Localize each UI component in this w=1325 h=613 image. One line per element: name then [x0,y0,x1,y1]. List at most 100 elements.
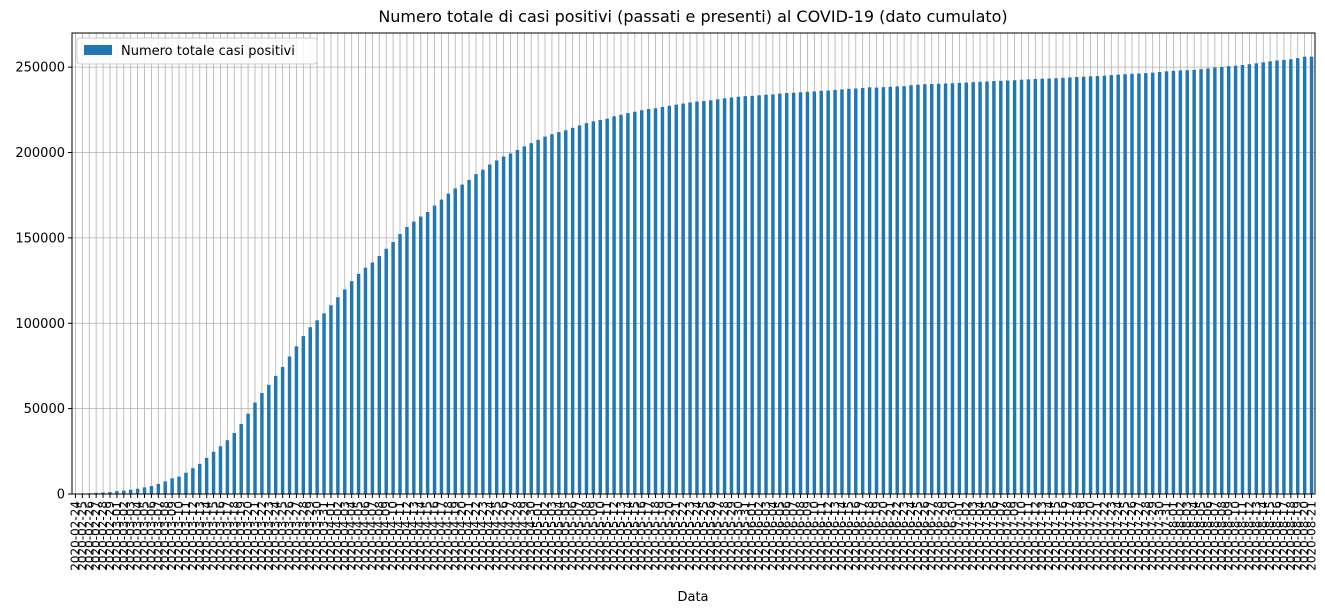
x-tick-label: 2020-07-26 [1125,501,1139,571]
bar [232,433,237,494]
bar [508,153,513,495]
x-tick-label: 2020-06-01 [745,501,759,571]
bar [1185,70,1189,494]
bar [439,199,444,495]
bar [840,89,844,495]
x-tick-label: 2020-07-28 [1139,501,1153,571]
x-tick-label: 2020-07-05 [980,501,994,571]
x-tick-label: 2020-07-03 [966,501,980,571]
bar [695,101,699,494]
x-tick-label: 2020-05-24 [690,501,704,571]
x-tick-label: 2020-08-09 [1222,501,1236,571]
x-tick-label: 2020-04-11 [393,501,407,571]
x-tick-label: 2020-07-19 [1077,501,1091,571]
bar [702,101,706,495]
x-tick-label: 2020-07-09 [1008,501,1022,571]
bar [481,169,485,495]
x-tick-label: 2020-06-20 [876,501,890,571]
bar [1275,60,1279,494]
x-tick-label: 2020-02-26 [82,501,96,571]
bar [543,136,547,494]
x-tick-label: 2020-05-08 [579,501,593,571]
x-tick-label: 2020-03-07 [151,501,165,571]
bar [1289,59,1293,495]
x-tick-label: 2020-06-24 [904,501,918,571]
x-tick-label: 2020-06-18 [863,501,877,571]
y-tick-label: 50000 [24,402,65,417]
x-axis-ticks: 2020-02-242020-02-252020-02-262020-02-27… [68,494,1319,571]
bar [349,281,354,494]
x-tick-label: 2020-06-09 [800,501,814,571]
x-tick-label: 2020-07-02 [959,501,973,571]
bar [605,118,609,494]
y-tick-label: 0 [57,488,65,503]
bar [1109,75,1114,494]
x-tick-label: 2020-07-12 [1028,501,1042,571]
x-tick-label: 2020-03-22 [255,501,269,571]
bar [1282,59,1286,495]
bar [398,234,402,495]
bar [833,89,837,494]
x-tick-label: 2020-08-13 [1249,501,1263,571]
x-tick-label: 2020-05-10 [593,501,607,571]
x-tick-label: 2020-06-10 [807,501,821,571]
x-tick-label: 2020-04-10 [386,501,400,571]
bar [1226,66,1231,494]
x-tick-label: 2020-07-25 [1118,501,1132,571]
bar [474,174,478,494]
x-tick-label: 2020-06-08 [794,501,808,571]
bar [1302,56,1307,494]
x-tick-label: 2020-03-14 [200,501,214,571]
bar [1178,70,1183,494]
x-tick-label: 2020-04-22 [469,501,483,571]
x-tick-label: 2020-05-11 [600,501,614,571]
x-tick-label: 2020-05-16 [635,501,649,571]
bar [1088,76,1093,494]
x-tick-label: 2020-07-29 [1146,501,1160,571]
x-tick-label: 2020-02-29 [103,501,117,571]
bar [142,487,147,494]
bar [128,489,133,494]
bar [363,267,368,494]
bar [1261,62,1265,494]
bar [1012,80,1017,494]
x-tick-label: 2020-06-04 [766,501,780,571]
x-tick-label: 2020-04-27 [504,501,518,571]
bar [1040,78,1044,494]
bar [639,110,644,495]
x-axis-label: Data [677,590,708,605]
bar [239,423,243,494]
x-tick-label: 2020-05-31 [738,501,752,571]
x-tick-label: 2020-03-05 [138,501,152,571]
bar [923,84,927,494]
bar [343,289,347,494]
bar [1171,70,1176,495]
x-tick-label: 2020-07-30 [1153,501,1167,571]
bar [1247,64,1252,494]
bar [985,81,989,494]
bar [184,472,188,494]
bar [1116,74,1120,494]
bar [709,100,713,494]
bar [660,106,665,495]
x-tick-label: 2020-03-03 [124,501,138,571]
bar [626,113,630,495]
bar [287,356,292,494]
legend: Numero totale casi positivi [76,37,318,65]
y-tick-label: 150000 [15,231,65,246]
x-tick-label: 2020-03-11 [179,501,193,571]
x-tick-label: 2020-04-15 [421,501,435,571]
x-tick-label: 2020-04-06 [358,501,372,571]
x-tick-label: 2020-08-06 [1201,501,1215,571]
bar [1233,65,1238,495]
x-tick-label: 2020-04-08 [372,501,386,571]
x-tick-label: 2020-05-05 [559,501,573,571]
x-tick-label: 2020-04-24 [483,501,497,571]
bar [267,384,271,494]
x-tick-label: 2020-05-21 [669,501,683,571]
bar [94,492,98,494]
x-tick-label: 2020-08-07 [1208,501,1222,571]
bar [819,90,823,495]
bar [122,490,126,494]
